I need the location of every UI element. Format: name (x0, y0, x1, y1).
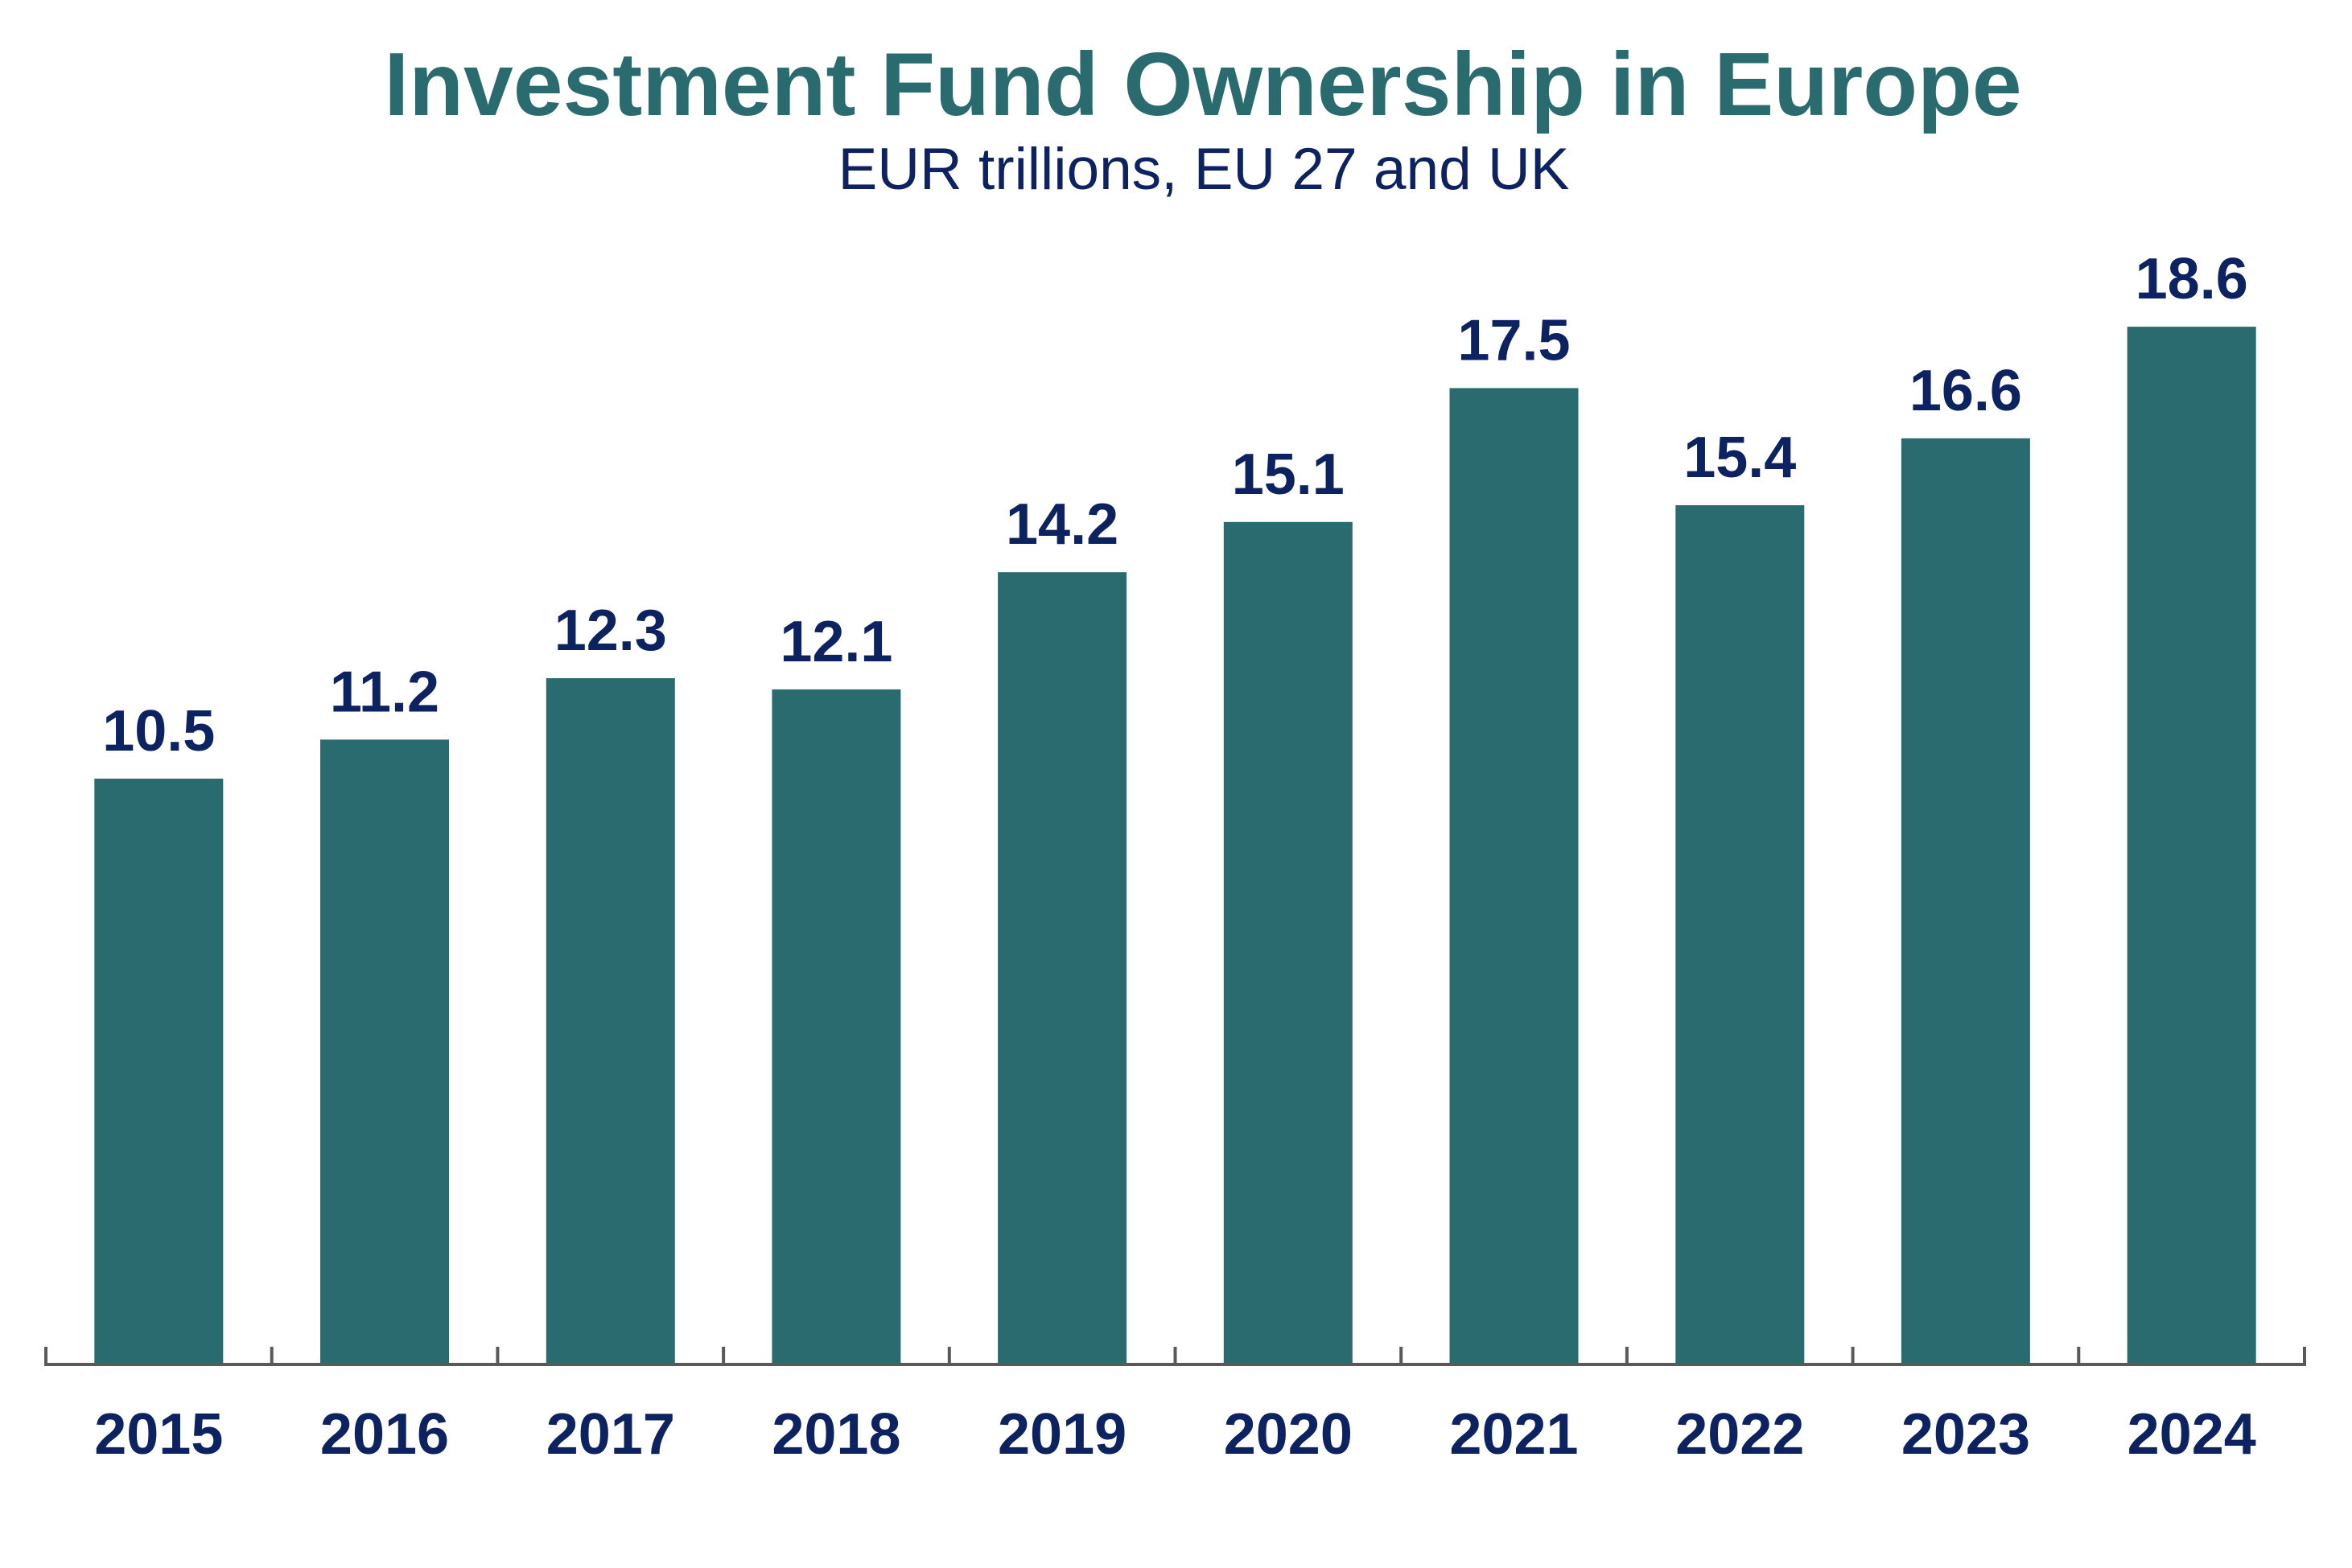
value-label-2022: 15.4 (1683, 426, 1796, 490)
x-tick-label-2024: 2024 (2128, 1402, 2256, 1467)
x-tick-label-2015: 2015 (94, 1402, 223, 1467)
bar-2016 (320, 739, 449, 1364)
value-label-2017: 12.3 (554, 599, 667, 663)
chart-subtitle: EUR trillions, EU 27 and UK (838, 137, 1570, 202)
value-label-2024: 18.6 (2136, 247, 2248, 311)
bar-2022 (1675, 505, 1805, 1364)
x-tick-labels-group: 2015 2016 2017 2018 2019 2020 2021 2022 2023 2024 (94, 1402, 2256, 1467)
x-tick-label-2017: 2017 (546, 1402, 675, 1467)
bar-2021 (1449, 388, 1579, 1364)
chart-title: Investment Fund Ownership in Europe (384, 35, 2021, 134)
bar-2024 (2127, 327, 2256, 1365)
bar-2023 (1901, 438, 2030, 1364)
value-labels-group: 10.5 11.2 12.3 12.1 14.2 15.1 17.5 15.4 16.6 18.6 (102, 247, 2248, 763)
x-tick-label-2022: 2022 (1675, 1402, 1804, 1467)
x-tick-label-2023: 2023 (1901, 1402, 2030, 1467)
bar-2017 (546, 678, 675, 1364)
value-label-2016: 11.2 (330, 660, 439, 724)
value-label-2023: 16.6 (1909, 359, 2022, 423)
value-label-2015: 10.5 (102, 699, 215, 763)
bar-2018 (772, 689, 901, 1364)
value-label-2021: 17.5 (1457, 308, 1570, 372)
bar-2020 (1223, 521, 1353, 1364)
x-axis (44, 1347, 2306, 1366)
value-label-2018: 12.1 (780, 610, 892, 674)
x-tick-label-2019: 2019 (998, 1402, 1127, 1467)
x-tick-label-2020: 2020 (1224, 1402, 1353, 1467)
bars-group (94, 327, 2256, 1365)
bar-2019 (998, 572, 1127, 1364)
x-tick-label-2018: 2018 (772, 1402, 900, 1467)
bar-2015 (94, 778, 224, 1364)
value-label-2020: 15.1 (1232, 442, 1345, 507)
x-tick-label-2021: 2021 (1449, 1402, 1578, 1467)
value-label-2019: 14.2 (1006, 492, 1118, 557)
x-tick-label-2016: 2016 (320, 1402, 449, 1467)
